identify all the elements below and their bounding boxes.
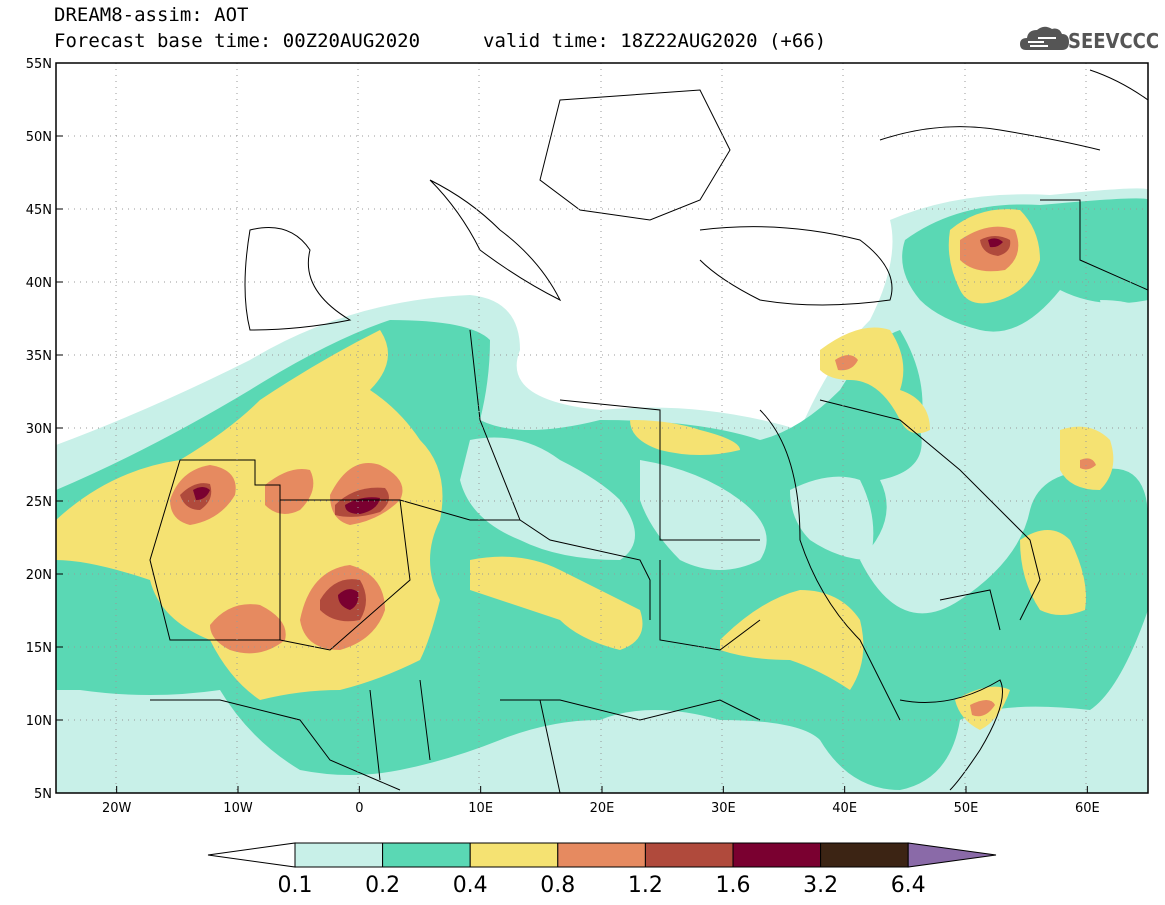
axis-ticks bbox=[56, 62, 1088, 794]
lat-tick-label: 10N bbox=[26, 714, 52, 729]
lon-tick-label: 40E bbox=[832, 801, 857, 816]
lon-tick-label: 20W bbox=[102, 801, 132, 816]
cloud-icon bbox=[1020, 26, 1069, 50]
aot-field-0-1-islands bbox=[460, 300, 1148, 570]
lat-tick-label: 35N bbox=[26, 349, 52, 364]
country-borders bbox=[149, 69, 1148, 793]
lat-tick-label: 15N bbox=[26, 641, 52, 656]
lon-tick-label: 10W bbox=[223, 801, 253, 816]
lon-tick-label: 20E bbox=[590, 801, 615, 816]
lat-tick-labels: 5N 10N 15N 20N 25N 30N 35N 40N 45N 50N 55N bbox=[26, 57, 52, 802]
lat-tick-label: 20N bbox=[26, 568, 52, 583]
lat-tick-label: 55N bbox=[26, 57, 52, 72]
lat-tick-label: 50N bbox=[26, 130, 52, 145]
lat-tick-label: 40N bbox=[26, 276, 52, 291]
map-title: DREAM8-assim: AOT bbox=[54, 4, 249, 26]
lon-tick-labels: 20W 10W 0 10E 20E 30E 40E 50E 60E bbox=[102, 801, 1100, 816]
lon-tick-label: 60E bbox=[1075, 801, 1100, 816]
lon-tick-label: 50E bbox=[954, 801, 979, 816]
lon-tick-label: 10E bbox=[468, 801, 493, 816]
lon-tick-label: 30E bbox=[711, 801, 736, 816]
valid-time: valid time: 18Z22AUG2020 (+66) bbox=[483, 30, 827, 52]
logo-text: SEEVCCC bbox=[1068, 29, 1160, 53]
lat-tick-label: 5N bbox=[34, 787, 52, 802]
grid-lines bbox=[56, 63, 1148, 793]
forecast-base-time: Forecast base time: 00Z20AUG2020 bbox=[54, 30, 421, 52]
lat-tick-label: 45N bbox=[26, 203, 52, 218]
lat-tick-label: 25N bbox=[26, 495, 52, 510]
aot-field-1-6 bbox=[193, 238, 1003, 610]
lat-tick-label: 30N bbox=[26, 422, 52, 437]
lon-tick-label: 0 bbox=[355, 801, 363, 816]
